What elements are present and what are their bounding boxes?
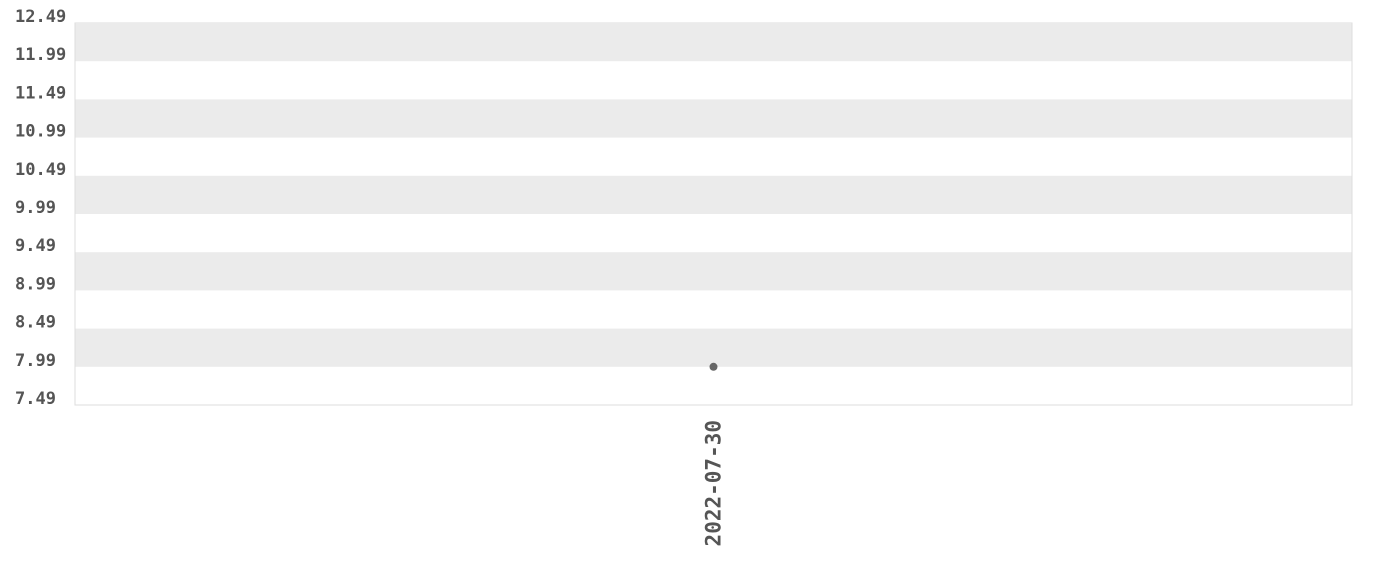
y-tick-label: 9.49 [15,236,56,256]
y-tick-label: 8.99 [15,274,56,294]
y-tick-label: 7.49 [15,389,56,409]
grid-band [75,23,1352,62]
x-tick-label: 2022-07-30 [702,420,726,546]
y-tick-label: 10.49 [15,160,66,180]
y-tick-label: 11.49 [15,83,66,103]
y-tick-label: 11.99 [15,45,66,65]
y-tick-label: 7.99 [15,351,56,371]
point [709,362,718,371]
y-tick-label: 8.49 [15,313,56,333]
grid-band [75,328,1352,367]
grid-band [75,175,1352,214]
y-tick-label: 12.49 [15,7,66,27]
grid-band [75,252,1352,291]
y-tick-label: 10.99 [15,122,66,142]
y-tick-label: 9.99 [15,198,56,218]
grid-band [75,99,1352,138]
